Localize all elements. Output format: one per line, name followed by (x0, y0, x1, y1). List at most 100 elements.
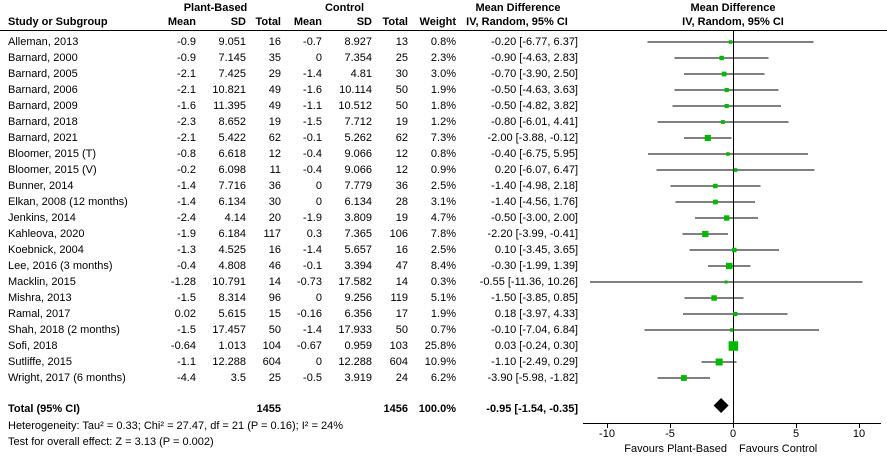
study-cell-pb-sd: 10.791 (212, 276, 246, 288)
study-cell-c-mean: 0 (315, 196, 322, 208)
study-cell-pb-sd: 6.098 (218, 164, 246, 176)
study-cell-pb-sd: 4.525 (218, 244, 246, 256)
col-header-c-total: Total (382, 16, 408, 28)
study-cell-c-sd: 0.959 (344, 340, 372, 352)
study-cell-name: Koebnick, 2004 (8, 244, 84, 256)
study-cell-name: Barnard, 2005 (8, 68, 78, 80)
study-cell-c-mean: -0.5 (303, 372, 322, 384)
study-cell-c-sd: 17.933 (338, 324, 372, 336)
total-spacer (281, 401, 322, 417)
study-cell-c-sd: 10.114 (339, 84, 372, 96)
study-cell-c-mean: 0 (315, 52, 322, 64)
study-cell-pb-sd: 17.457 (212, 324, 246, 336)
study-cell-pb-mean: -2.1 (177, 132, 196, 144)
study-cell-c-total: 50 (395, 100, 408, 112)
study-cell-ci: -0.55 [-11.36, 10.26] (479, 276, 578, 288)
study-cell-pb-sd: 12.288 (212, 356, 246, 368)
study-cell-c-sd: 9.066 (344, 148, 372, 160)
study-row: Barnard, 2009 -1.6 11.395 49 -1.1 10.512 50 1.8… (0, 98, 578, 114)
axis-tick-label: -10 (599, 428, 615, 440)
study-cell-weight: 1.9% (430, 308, 456, 320)
study-cell-c-total: 50 (395, 84, 408, 96)
study-cell-pb-total: 96 (268, 292, 281, 304)
plant-based-group-header: Plant-Based (183, 2, 248, 14)
study-cell-pb-sd: 4.14 (224, 212, 246, 224)
study-cell-ci: 0.18 [-3.97, 4.33] (494, 308, 578, 320)
plot-column-title: Mean Difference (690, 2, 776, 14)
study-cell-pb-sd: 9.051 (218, 36, 246, 48)
study-cell-pb-total: 14 (268, 276, 281, 288)
study-cell-c-total: 36 (395, 180, 408, 192)
study-row: Wright, 2017 (6 months) -4.4 3.5 25 -0.5 3.91… (0, 370, 578, 386)
study-cell-pb-sd: 7.145 (218, 52, 246, 64)
study-cell-pb-sd: 10.821 (212, 84, 246, 96)
axis-tick-label: 10 (853, 428, 865, 440)
study-cell-c-mean: -0.4 (303, 148, 322, 160)
study-cell-c-mean: -1.4 (303, 244, 322, 256)
study-row: Kahleova, 2020 -1.9 6.184 117 0.3 7.365 106 7.8… (0, 226, 578, 242)
header-rule (0, 30, 887, 31)
col-header-pb-mean: Mean (167, 16, 196, 28)
study-cell-c-mean: 0 (315, 292, 322, 304)
study-row: Sofi, 2018 -0.64 1.013 104 -0.67 0.959 103 25.8… (0, 338, 578, 354)
study-cell-ci: -2.00 [-3.88, -0.12] (487, 132, 579, 144)
study-cell-c-sd: 3.809 (344, 212, 372, 224)
total-ci: -0.95 [-1.54, -0.35] (486, 403, 578, 415)
effect-marker (702, 230, 709, 238)
study-cell-ci: -1.40 [-4.56, 1.76] (491, 196, 578, 208)
study-cell-name: Jenkins, 2014 (8, 212, 76, 224)
effect-marker (728, 40, 733, 44)
study-cell-pb-mean: 0.02 (174, 308, 196, 320)
study-cell-pb-sd: 1.013 (218, 340, 246, 352)
effect-marker (719, 55, 724, 61)
study-cell-ci: -0.50 [-3.00, 2.00] (491, 212, 578, 224)
study-cell-c-mean: -1.9 (303, 212, 322, 224)
study-cell-name: Bunner, 2014 (8, 180, 74, 192)
effect-marker (724, 87, 729, 93)
md-column-title: Mean Difference (475, 2, 561, 14)
study-cell-pb-mean: -0.9 (177, 36, 196, 48)
study-cell-weight: 0.7% (430, 324, 456, 336)
heterogeneity-note: Heterogeneity: Tau² = 0.33; Chi² = 27.47… (8, 420, 343, 432)
study-row: Bloomer, 2015 (V) -0.2 6.098 11 -0.4 9.066 12 0… (0, 162, 578, 178)
study-cell-name: Kahleova, 2020 (8, 228, 85, 240)
study-cell-name: Wright, 2017 (6 months) (8, 372, 126, 384)
study-cell-ci: -1.40 [-4.98, 2.18] (491, 180, 578, 192)
study-cell-pb-total: 30 (268, 196, 281, 208)
study-cell-c-total: 17 (395, 308, 408, 320)
study-cell-pb-total: 19 (268, 116, 281, 128)
study-row: Jenkins, 2014 -2.4 4.14 20 -1.9 3.809 19 4.7% -0… (0, 210, 578, 226)
col-header-md-ci: IV, Random, 95% CI (466, 16, 568, 28)
overall-effect-note: Test for overall effect: Z = 3.13 (P = 0… (8, 436, 214, 448)
study-row: Shah, 2018 (2 months) -1.5 17.457 50 -1.4 17.… (0, 322, 578, 338)
effect-marker (724, 215, 730, 221)
study-cell-pb-mean: -4.4 (177, 372, 196, 384)
study-cell-c-sd: 5.657 (344, 244, 372, 256)
total-c-n: 1456 (383, 403, 408, 415)
study-cell-weight: 2.5% (430, 244, 456, 256)
study-cell-c-mean: 0.3 (306, 228, 322, 240)
study-row: Bloomer, 2015 (T) -0.8 6.618 12 -0.4 9.066 12 0… (0, 146, 578, 162)
total-pb-n: 1455 (256, 403, 281, 415)
study-cell-ci: -0.90 [-4.63, 2.83] (491, 52, 578, 64)
study-cell-c-total: 106 (389, 228, 408, 240)
study-cell-name: Lee, 2016 (3 months) (8, 260, 113, 272)
study-cell-c-total: 13 (395, 36, 408, 48)
study-row: Sutliffe, 2015 -1.1 12.288 604 0 12.288 604 10.… (0, 354, 578, 370)
study-cell-pb-mean: -1.3 (177, 244, 196, 256)
study-cell-name: Barnard, 2006 (8, 84, 78, 96)
study-cell-ci: -3.90 [-5.98, -1.82] (487, 372, 579, 384)
study-cell-ci: -0.80 [-6.01, 4.41] (491, 116, 578, 128)
effect-marker (715, 358, 723, 366)
study-cell-weight: 3.1% (430, 196, 456, 208)
study-cell-weight: 5.1% (430, 292, 456, 304)
study-cell-ci: -0.30 [-1.99, 1.39] (491, 260, 578, 272)
study-cell-c-sd: 3.919 (344, 372, 372, 384)
effect-marker (733, 168, 738, 172)
study-cell-c-sd: 5.262 (344, 132, 372, 144)
favours-right-label: Favours Control (739, 443, 817, 455)
study-row: Ramal, 2017 0.02 5.615 15 -0.16 6.356 17 1.9% 0.… (0, 306, 578, 322)
study-row: Elkan, 2008 (12 months) -1.4 6.134 30 0 6.134… (0, 194, 578, 210)
study-cell-c-total: 62 (395, 132, 408, 144)
study-cell-name: Shah, 2018 (2 months) (8, 324, 120, 336)
